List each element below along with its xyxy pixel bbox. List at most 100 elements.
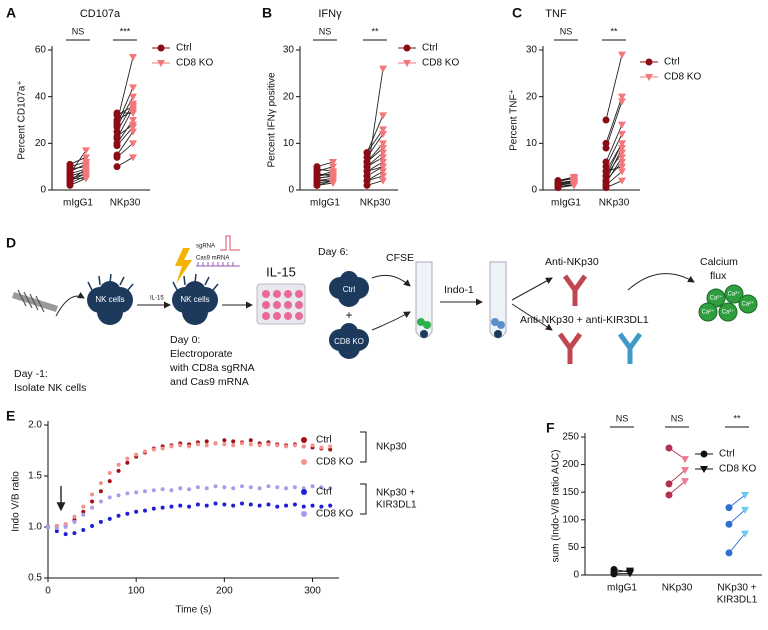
- x-tick-label: NKp30: [360, 198, 391, 209]
- panel-letter: D: [6, 235, 16, 251]
- data-point: [222, 438, 227, 443]
- triangle-point: [618, 154, 626, 162]
- data-point: [107, 479, 112, 484]
- legend-bracket: [360, 483, 367, 515]
- y-tick-label: 100: [562, 514, 579, 525]
- data-point: [54, 529, 59, 534]
- ion-label: Ca²⁺: [728, 291, 741, 298]
- icon-label: CD8 KO: [334, 337, 364, 346]
- triangle-point: [681, 467, 689, 475]
- circle-point: [363, 158, 371, 166]
- legend-group-label: KIR3DL1: [376, 500, 417, 511]
- circle-point: [113, 109, 121, 117]
- circle-point: [313, 181, 321, 189]
- data-point: [328, 503, 333, 508]
- data-point: [275, 443, 280, 448]
- data-point: [204, 439, 209, 444]
- data-point: [266, 484, 271, 489]
- ion-label: Ca²⁺: [742, 301, 755, 308]
- triangle-point: [618, 131, 626, 138]
- legend-marker: [301, 437, 307, 443]
- data-point: [248, 438, 253, 443]
- triangle-point: [129, 54, 137, 61]
- significance-label: NS: [560, 26, 573, 36]
- circle-point: [602, 167, 610, 175]
- triangle-point: [82, 154, 90, 162]
- triangle-point: [379, 159, 387, 166]
- data-point: [125, 456, 130, 461]
- data-point: [98, 499, 103, 504]
- arrow: [511, 303, 553, 331]
- x-tick-label: KIR3DL1: [717, 595, 758, 606]
- data-point: [90, 492, 95, 497]
- triangle-point: [329, 177, 337, 185]
- legend-label: CD8 KO: [664, 72, 701, 83]
- readout-label: flux: [710, 270, 727, 282]
- y-tick-label: 10: [283, 138, 295, 149]
- y-tick-label: 1.0: [28, 522, 42, 533]
- x-tick-label: mIgG1: [551, 198, 581, 209]
- circle-point: [363, 149, 371, 157]
- step-label: Day 0:: [170, 334, 200, 346]
- y-axis-label: Percent CD107a⁺: [17, 80, 28, 159]
- y-tick-label: 60: [35, 45, 47, 56]
- data-point: [63, 532, 68, 537]
- triangle-point: [329, 170, 337, 178]
- data-point: [169, 504, 174, 509]
- data-point: [231, 439, 236, 444]
- data-point: [328, 444, 333, 449]
- data-point: [107, 495, 112, 500]
- antibody-label: Anti-NKp30 + anti-KIR3DL1: [520, 314, 649, 326]
- triangle-point: [379, 112, 387, 120]
- x-tick-label: mIgG1: [310, 198, 340, 209]
- data-point: [310, 503, 315, 508]
- circle-point: [113, 132, 121, 140]
- legend-label: Ctrl: [664, 57, 680, 68]
- data-point: [240, 501, 244, 506]
- data-point: [275, 485, 280, 490]
- legend-marker: [403, 60, 411, 67]
- data-point: [63, 521, 68, 526]
- triangle-point: [82, 159, 90, 166]
- legend-marker: [301, 511, 307, 517]
- circle-point: [725, 504, 733, 512]
- data-point: [81, 509, 86, 514]
- triangle-point: [129, 110, 137, 117]
- pair-connector: [728, 533, 746, 554]
- data-point: [292, 502, 297, 507]
- y-tick-label: 30: [526, 45, 538, 56]
- step-label: with CD8a sgRNA: [169, 362, 255, 374]
- significance-label: NS: [616, 413, 629, 423]
- triangle-point: [626, 570, 634, 578]
- panel-letter: B: [262, 5, 272, 21]
- pair-connector: [605, 101, 623, 149]
- data-point: [231, 443, 236, 448]
- y-tick-label: 0.5: [28, 573, 42, 584]
- data-point: [160, 487, 165, 492]
- triangle-point: [618, 140, 626, 148]
- circle-point: [665, 444, 673, 452]
- legend-marker: [700, 466, 708, 473]
- nk-cells-icon: [172, 273, 219, 325]
- triangle-point: [681, 478, 689, 486]
- y-tick-label: 0: [40, 185, 46, 196]
- tube-icon: [415, 261, 433, 339]
- cells-icon: [329, 323, 369, 359]
- reagent-label: Cas9 mRNA: [196, 256, 229, 262]
- triangle-point: [379, 131, 387, 138]
- step-label: Isolate NK cells: [14, 382, 86, 394]
- chart-title: TNF: [545, 8, 567, 20]
- circle-point: [113, 151, 121, 159]
- circle-point: [113, 163, 121, 171]
- triangle-point: [379, 154, 387, 162]
- y-tick-label: 2.0: [28, 420, 42, 431]
- circle-point: [602, 116, 610, 124]
- data-point: [46, 525, 50, 529]
- triangle-point: [618, 177, 626, 185]
- data-point: [328, 447, 333, 452]
- triangle-point: [329, 163, 337, 171]
- ion-label: Ca²⁺: [722, 309, 735, 316]
- data-point: [257, 443, 262, 448]
- data-point: [160, 446, 165, 451]
